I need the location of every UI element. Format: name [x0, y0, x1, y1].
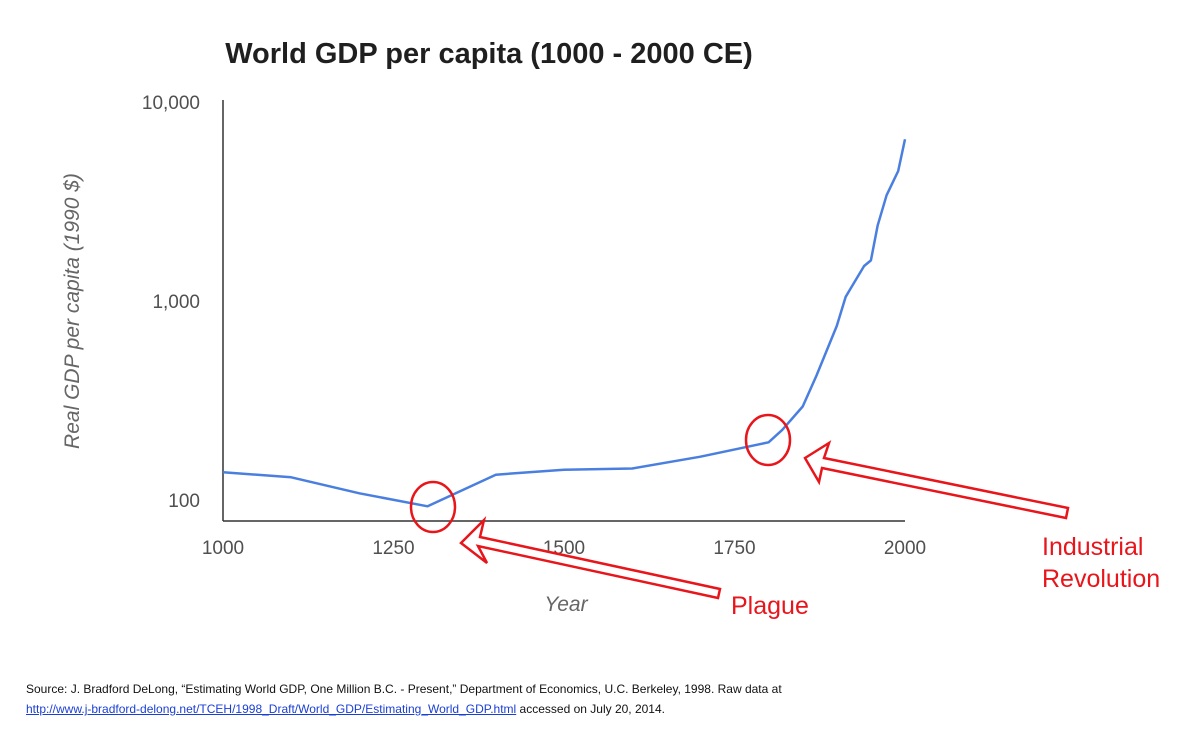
x-tick-label: 1000	[202, 538, 244, 559]
x-tick-labels: 1000 1250 1500 1750 2000	[202, 538, 926, 559]
industrial-revolution-circle-marker	[744, 413, 792, 467]
x-axis-label: Year	[544, 593, 588, 616]
y-axis-label: Real GDP per capita (1990 $)	[61, 173, 84, 449]
y-tick-labels: 100 1,000 10,000	[142, 93, 200, 512]
y-tick-label: 10,000	[142, 93, 200, 114]
chart-title: World GDP per capita (1000 - 2000 CE)	[225, 38, 753, 70]
x-tick-label: 2000	[884, 538, 926, 559]
x-tick-label: 1750	[713, 538, 755, 559]
x-tick-label: 1250	[372, 538, 414, 559]
y-tick-label: 100	[168, 491, 200, 512]
y-tick-label: 1,000	[152, 292, 200, 313]
plague-arrow	[459, 516, 722, 600]
source-accessed-text: accessed on July 20, 2014.	[516, 702, 665, 716]
gdp-series-line	[222, 138, 907, 508]
industrial-revolution-label-line1: Industrial	[1042, 533, 1143, 561]
plague-label: Plague	[731, 592, 809, 620]
source-text: Source: J. Bradford DeLong, “Estimating …	[26, 682, 782, 696]
plague-circle-marker	[409, 480, 457, 534]
source-citation: Source: J. Bradford DeLong, “Estimating …	[26, 679, 782, 719]
source-link[interactable]: http://www.j-bradford-delong.net/TCEH/19…	[26, 702, 517, 716]
industrial-revolution-arrow	[803, 440, 1070, 520]
industrial-revolution-label: Industrial Revolution	[1042, 533, 1160, 593]
industrial-revolution-label-line2: Revolution	[1042, 565, 1160, 593]
source-link-line: http://www.j-bradford-delong.net/TCEH/19…	[26, 699, 782, 719]
